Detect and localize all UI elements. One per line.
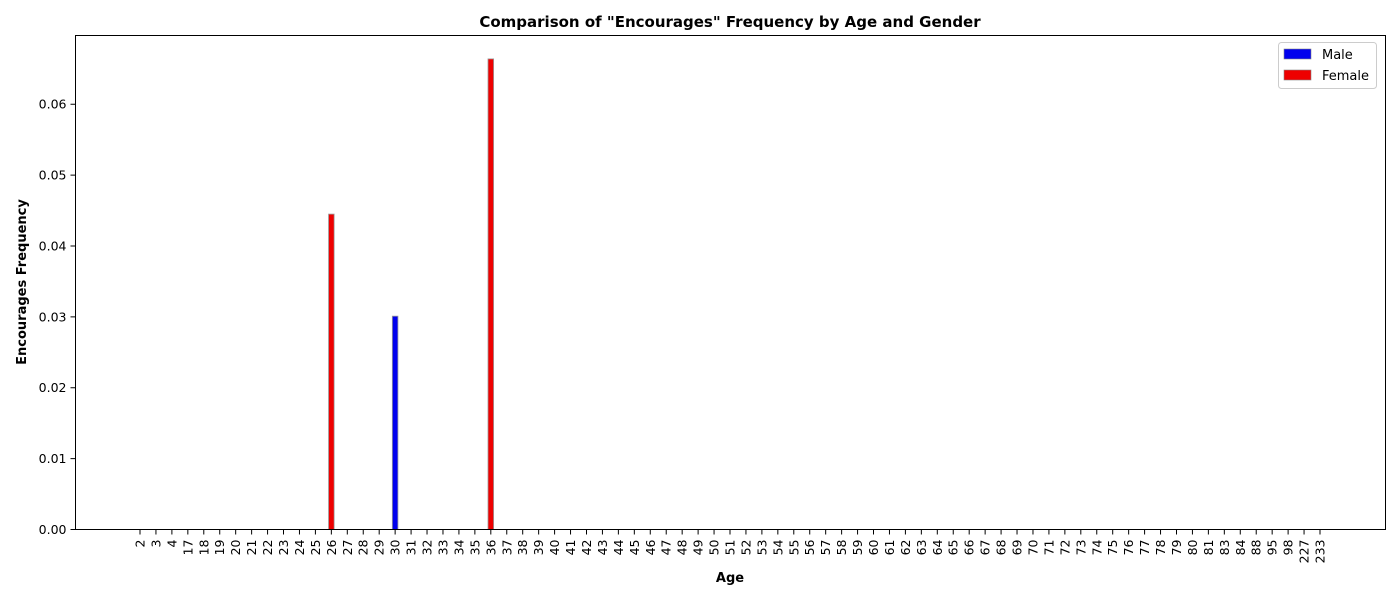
x-tick-label: 78	[1153, 539, 1168, 555]
x-tick-label: 18	[196, 539, 211, 555]
x-tick-label: 84	[1233, 539, 1248, 555]
x-tick-label: 55	[786, 540, 801, 556]
x-tick-label: 88	[1249, 539, 1264, 555]
y-tick-label: 0.06	[39, 97, 67, 112]
x-tick-label: 25	[308, 540, 323, 556]
x-tick-label: 57	[818, 540, 833, 556]
x-tick-label: 45	[627, 540, 642, 556]
x-tick-label: 72	[1057, 540, 1072, 556]
x-tick-label: 32	[420, 540, 435, 556]
x-tick-label: 21	[244, 540, 259, 556]
x-tick-label: 33	[435, 540, 450, 556]
x-tick-label: 44	[611, 539, 626, 555]
legend-label-male: Male	[1322, 48, 1353, 63]
y-tick-label: 0.00	[39, 522, 67, 537]
x-tick-label: 27	[340, 540, 355, 556]
x-tick-label: 98	[1281, 539, 1296, 555]
chart-title: Comparison of "Encourages" Frequency by …	[479, 13, 981, 31]
x-tick-label: 52	[738, 540, 753, 556]
x-tick-label: 51	[723, 540, 738, 556]
x-tick-label: 81	[1201, 540, 1216, 556]
x-tick-label: 22	[260, 540, 275, 556]
x-tick-label: 60	[866, 539, 881, 555]
x-tick-label: 71	[1041, 540, 1056, 556]
y-tick-label: 0.05	[39, 168, 67, 183]
x-tick-label: 37	[499, 540, 514, 556]
x-tick-label: 39	[531, 539, 546, 555]
legend: Male Female	[1278, 42, 1377, 89]
x-tick-label: 56	[802, 539, 817, 555]
x-tick-label: 35	[467, 540, 482, 556]
x-axis-label: Age	[716, 571, 744, 586]
x-tick-label: 227	[1297, 540, 1312, 564]
x-tick-label: 42	[579, 540, 594, 556]
x-tick-label: 80	[1185, 539, 1200, 555]
x-tick-label: 53	[754, 540, 769, 556]
x-tick-label: 26	[324, 539, 339, 555]
x-tick-label: 20	[228, 539, 243, 555]
bar-female-26	[328, 213, 335, 530]
y-tick-label: 0.02	[39, 380, 67, 395]
legend-label-female: Female	[1322, 69, 1369, 84]
x-tick-label: 17	[180, 540, 195, 556]
x-tick-label: 23	[276, 540, 291, 556]
x-tick-label: 69	[1010, 539, 1025, 555]
x-tick-label: 29	[372, 539, 387, 555]
x-tick-label: 67	[978, 540, 993, 556]
x-tick-label: 28	[356, 539, 371, 555]
x-tick-label: 62	[898, 540, 913, 556]
x-tick-label: 73	[1073, 540, 1088, 556]
x-tick-label: 41	[563, 540, 578, 556]
x-tick-label: 74	[1089, 539, 1104, 555]
x-tick-label: 19	[212, 539, 227, 555]
y-tick-label: 0.03	[39, 309, 67, 324]
y-tick-label: 0.04	[39, 238, 67, 253]
plot-frame	[75, 35, 1386, 530]
x-tick-label: 59	[850, 539, 865, 555]
x-tick-label: 3	[148, 540, 163, 548]
x-tick-label: 64	[930, 539, 945, 555]
x-tick-label: 61	[882, 540, 897, 556]
bar-female-36	[487, 58, 495, 530]
x-tick-label: 36	[483, 539, 498, 555]
x-tick-label: 95	[1265, 540, 1280, 556]
x-tick-label: 43	[595, 540, 610, 556]
x-tick-label: 2	[133, 540, 148, 548]
x-tick-label: 54	[770, 539, 785, 555]
x-tick-label: 58	[834, 539, 849, 555]
plot-area: 0.000.010.020.030.040.050.062 3 4 17 18 19 20 2…	[39, 58, 1328, 564]
x-tick-label: 63	[914, 540, 929, 556]
x-tick-label: 46	[643, 539, 658, 555]
x-tick-label: 233	[1313, 540, 1328, 564]
x-tick-label: 48	[675, 539, 690, 555]
x-tick-label: 4	[164, 539, 179, 547]
y-axis-label: Encourages Frequency	[15, 199, 30, 365]
x-tick-label: 68	[994, 539, 1009, 555]
legend-swatch-male	[1283, 48, 1312, 60]
x-tick-label: 77	[1137, 540, 1152, 556]
x-tick-label: 24	[292, 539, 307, 555]
x-tick-label: 49	[691, 539, 706, 555]
x-tick-label: 40	[547, 539, 562, 555]
x-tick-label: 30	[388, 539, 403, 555]
x-tick-label: 79	[1169, 539, 1184, 555]
x-tick-label: 50	[707, 539, 722, 555]
x-tick-label: 34	[451, 539, 466, 555]
x-tick-label: 65	[946, 540, 961, 556]
x-tick-label: 76	[1121, 539, 1136, 555]
x-tick-label: 75	[1105, 540, 1120, 556]
y-tick-label: 0.01	[39, 451, 67, 466]
x-tick-label: 31	[404, 540, 419, 556]
bar-male-30	[391, 315, 399, 530]
x-tick-label: 66	[962, 539, 977, 555]
x-tick-label: 83	[1217, 540, 1232, 556]
x-tick-label: 47	[659, 540, 674, 556]
x-tick-label: 70	[1025, 539, 1040, 555]
legend-swatch-female	[1283, 69, 1312, 81]
x-tick-label: 38	[515, 539, 530, 555]
